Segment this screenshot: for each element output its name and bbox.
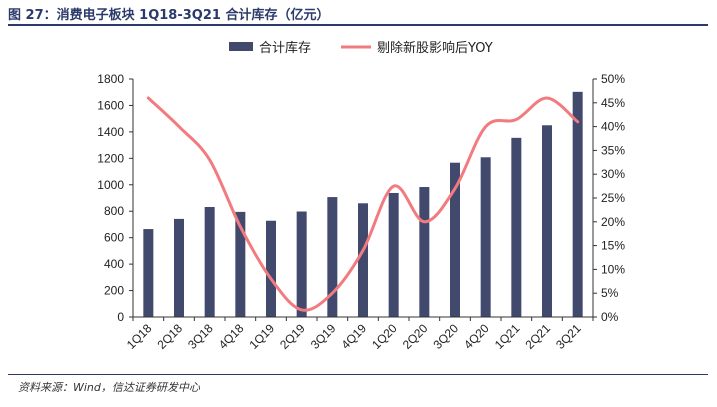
bar xyxy=(419,187,430,317)
bar xyxy=(511,137,522,317)
source-divider xyxy=(8,374,708,375)
left-axis-tick-label: 0 xyxy=(117,310,124,324)
bar xyxy=(204,206,215,317)
bar xyxy=(174,218,184,317)
bar xyxy=(542,125,552,318)
right-axis-tick-label: 20% xyxy=(601,215,625,229)
right-axis-tick-label: 5% xyxy=(601,286,619,300)
x-axis-tick-label: 3Q19 xyxy=(308,321,339,352)
right-axis-tick-label: 0% xyxy=(601,310,619,324)
legend-label-bar: 合计库存 xyxy=(259,40,311,56)
x-axis-tick-label: 1Q21 xyxy=(492,321,523,352)
x-axis-tick-label: 2Q20 xyxy=(400,321,431,352)
x-axis: 1Q18 2Q18 3Q18 4Q18 1Q19 2Q19 3Q19 4Q19 1Q20 2Q20… xyxy=(124,316,594,352)
x-axis-tick-label: 1Q19 xyxy=(246,321,277,352)
left-axis: 0 200 400 600 800 1000 1200 1400 1600 1800 xyxy=(97,72,134,324)
source-note: 资料来源：Wind，信达证券研发中心 xyxy=(18,381,200,394)
right-axis-tick-label: 25% xyxy=(601,191,625,205)
line-series xyxy=(146,96,580,312)
chart-title: 图 27：消费电子板块 1Q18-3Q21 合计库存（亿元） xyxy=(8,8,330,23)
x-axis-tick-label: 4Q20 xyxy=(461,321,492,352)
legend-swatch-bar xyxy=(229,42,253,51)
bar xyxy=(388,192,399,317)
left-axis-tick-label: 400 xyxy=(104,257,124,271)
bar xyxy=(450,162,460,317)
bar xyxy=(235,211,246,317)
bar xyxy=(296,211,307,317)
bar-series xyxy=(143,91,583,318)
bar xyxy=(327,197,338,317)
title-divider xyxy=(8,24,708,26)
right-axis-tick-label: 40% xyxy=(601,120,625,134)
right-axis: 0% 5% 10% 15% 20% 25% 30% 35% 40% 45% 50% xyxy=(592,72,625,324)
x-axis-tick-label: 3Q18 xyxy=(185,321,216,352)
bar xyxy=(266,220,276,317)
left-axis-tick-label: 1200 xyxy=(97,151,124,165)
x-axis-tick-label: 3Q21 xyxy=(553,321,584,352)
right-axis-tick-label: 45% xyxy=(601,96,625,110)
legend-label-line: 剔除新股影响后YOY xyxy=(377,40,493,56)
right-axis-tick-label: 50% xyxy=(601,72,625,86)
chart: 0 200 400 600 800 1000 1200 1400 1600 1800 0% 5% 10… xyxy=(97,40,625,352)
left-axis-tick-label: 200 xyxy=(104,284,124,298)
left-axis-tick-label: 1600 xyxy=(97,98,124,112)
bar xyxy=(572,91,583,317)
x-axis-tick-label: 4Q19 xyxy=(338,321,369,352)
left-axis-tick-label: 1000 xyxy=(97,178,124,192)
x-axis-tick-label: 2Q18 xyxy=(154,321,185,352)
bar xyxy=(358,203,368,317)
x-axis-tick-label: 1Q20 xyxy=(369,321,400,352)
right-axis-tick-label: 30% xyxy=(601,167,625,181)
bar xyxy=(480,157,491,317)
x-axis-tick-label: 2Q19 xyxy=(277,321,308,352)
left-axis-tick-label: 1400 xyxy=(97,125,124,139)
x-axis-tick-label: 3Q20 xyxy=(430,321,461,352)
left-axis-tick-label: 800 xyxy=(104,204,124,218)
x-axis-tick-label: 4Q18 xyxy=(216,321,247,352)
left-axis-tick-label: 600 xyxy=(104,231,124,245)
right-axis-tick-label: 10% xyxy=(601,262,625,276)
right-axis-tick-label: 15% xyxy=(601,239,625,253)
x-axis-tick-label: 1Q18 xyxy=(124,321,155,352)
x-axis-tick-label: 2Q21 xyxy=(522,321,553,352)
right-axis-tick-label: 35% xyxy=(601,143,625,157)
left-axis-tick-label: 1800 xyxy=(97,72,124,86)
bar xyxy=(143,229,154,317)
yoy-line xyxy=(146,96,580,312)
legend: 合计库存 剔除新股影响后YOY xyxy=(229,40,493,56)
